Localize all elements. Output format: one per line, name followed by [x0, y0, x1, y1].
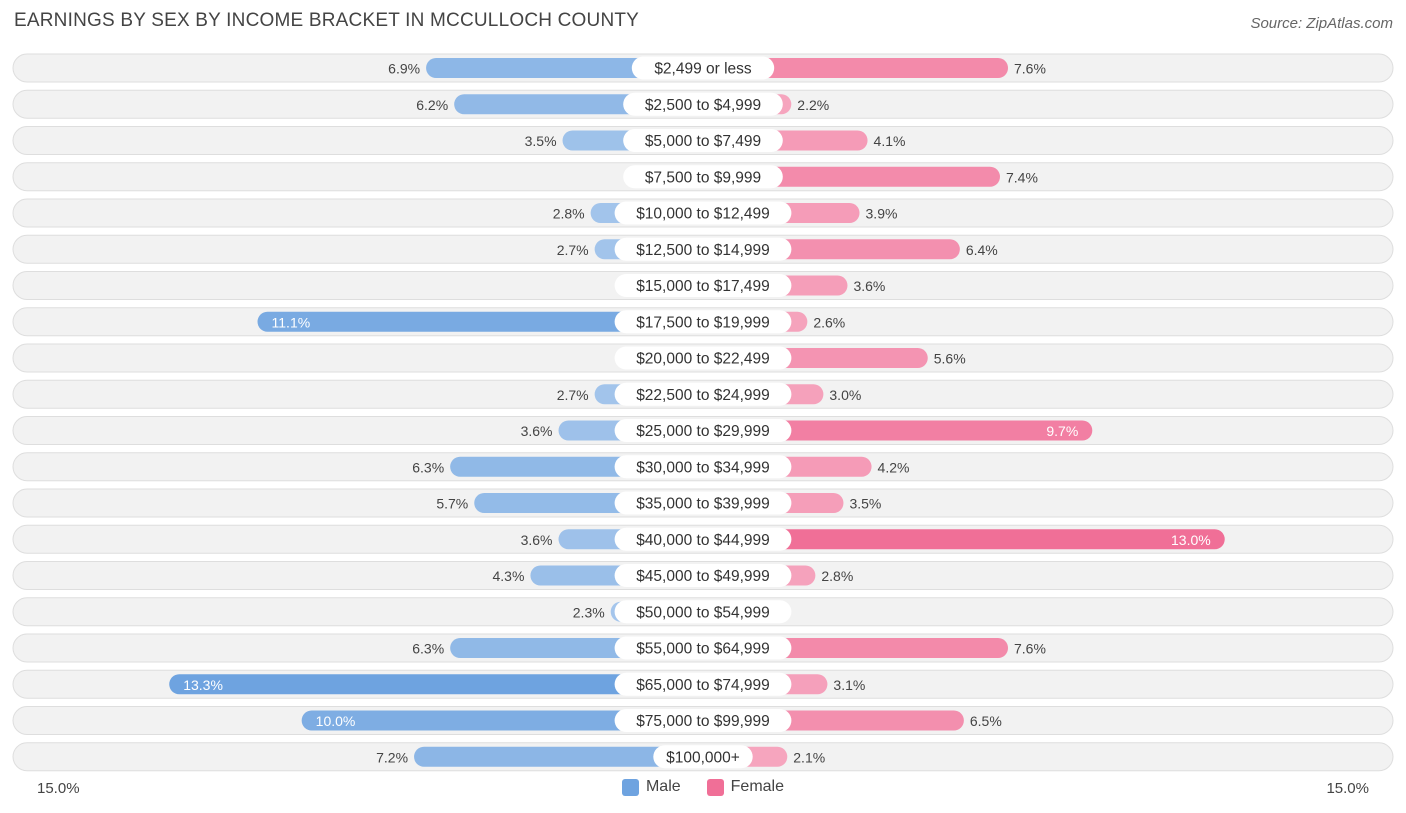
category-label: $2,499 or less: [654, 61, 752, 78]
category-label: $7,500 to $9,999: [645, 169, 761, 186]
legend-item-female: Female: [706, 778, 785, 796]
female-value-label: 2.2%: [797, 97, 829, 113]
chart-title: EARNINGS BY SEX BY INCOME BRACKET IN MCC…: [14, 10, 640, 31]
male-value-label: 5.7%: [436, 496, 468, 512]
category-label: $25,000 to $29,999: [636, 423, 770, 440]
male-value-label: 2.3%: [573, 604, 605, 620]
male-value-label: 2.7%: [557, 242, 589, 258]
male-value-label: 6.3%: [412, 641, 444, 657]
male-value-label: 6.9%: [388, 61, 420, 77]
category-label: $17,500 to $19,999: [636, 314, 770, 331]
female-value-label: 7.6%: [1014, 61, 1046, 77]
category-pill: [614, 709, 792, 732]
female-value-label: 7.4%: [1006, 169, 1038, 185]
male-value-label: 6.2%: [416, 97, 448, 113]
female-value-label: 4.1%: [874, 133, 906, 149]
category-pill: [631, 56, 775, 80]
male-value-label: 3.6%: [521, 423, 553, 439]
male-value-label: 7.2%: [376, 749, 408, 765]
male-value-label: 3.6%: [521, 532, 553, 548]
female-value-label: 2.1%: [793, 749, 825, 765]
category-pill: [614, 491, 792, 515]
category-pill: [623, 129, 783, 152]
female-value-label: 9.7%: [1046, 423, 1078, 439]
male-value-label: 11.1%: [272, 314, 311, 330]
category-pill: [614, 600, 792, 624]
female-value-label: 2.6%: [813, 314, 845, 330]
female-value-label: 13.0%: [1171, 532, 1211, 548]
category-pill: [614, 346, 792, 370]
female-value-label: 3.9%: [866, 206, 898, 222]
category-label: $65,000 to $74,999: [636, 677, 770, 694]
category-label: $5,000 to $7,499: [645, 133, 761, 150]
female-value-label: 3.6%: [853, 278, 885, 294]
category-pill: [623, 165, 783, 189]
male-value-label: 6.3%: [412, 459, 444, 475]
legend: Male Female: [0, 778, 1406, 796]
category-label: $55,000 to $64,999: [636, 641, 770, 658]
female-value-label: 3.1%: [833, 677, 865, 693]
category-pill: [614, 237, 792, 261]
category-label: $20,000 to $22,499: [636, 351, 770, 368]
category-pill: [623, 92, 783, 116]
category-label: $10,000 to $12,499: [636, 206, 770, 223]
female-value-label: 4.2%: [878, 459, 910, 475]
female-value-label: 6.5%: [970, 713, 1002, 729]
category-label: $2,500 to $4,999: [645, 97, 761, 114]
category-pill: [614, 419, 792, 442]
legend-swatch-female: [706, 778, 724, 796]
female-bar: [703, 58, 1009, 78]
male-value-label: 13.3%: [183, 677, 223, 693]
category-pill: [614, 274, 792, 297]
category-label: $15,000 to $17,499: [636, 278, 770, 295]
male-bar: [257, 311, 703, 332]
male-bar: [301, 710, 703, 731]
category-pill: [614, 201, 792, 225]
legend-label-male: Male: [645, 778, 681, 795]
category-label: $35,000 to $39,999: [636, 496, 770, 513]
category-pill: [614, 564, 792, 587]
category-label: $40,000 to $44,999: [636, 532, 770, 549]
axis-label-left: 15.0%: [37, 780, 80, 797]
female-bar: [703, 420, 1093, 441]
male-value-label: 2.7%: [557, 387, 589, 403]
male-value-label: 10.0%: [316, 713, 356, 729]
female-value-label: 5.6%: [934, 351, 966, 367]
category-label: $100,000+: [666, 749, 740, 766]
category-label: $30,000 to $34,999: [636, 459, 770, 476]
female-bar: [703, 529, 1225, 550]
category-pill: [614, 527, 792, 551]
category-pill: [614, 382, 792, 406]
female-value-label: 3.0%: [829, 387, 861, 403]
legend-item-male: Male: [621, 778, 681, 796]
category-label: $22,500 to $24,999: [636, 387, 770, 404]
female-value-label: 2.8%: [821, 568, 853, 584]
male-bar: [169, 674, 703, 695]
female-value-label: 7.6%: [1014, 641, 1046, 657]
male-value-label: 2.8%: [553, 206, 585, 222]
male-value-label: 3.5%: [525, 133, 557, 149]
male-value-label: 4.3%: [493, 568, 525, 584]
source-label: Source: ZipAtlas.com: [1250, 15, 1393, 32]
legend-label-female: Female: [730, 778, 785, 795]
category-pill: [653, 745, 753, 769]
male-bar: [414, 746, 703, 767]
category-pill: [614, 672, 792, 696]
axis-label-right: 15.0%: [1326, 780, 1369, 797]
female-value-label: 3.5%: [849, 496, 881, 512]
category-label: $12,500 to $14,999: [636, 242, 770, 259]
category-pill: [614, 455, 792, 479]
chart-area: 6.9% 7.6% $2,499 or less 6.2% 2.2% $2,500 to …: [12, 53, 1394, 772]
category-pill: [614, 310, 792, 334]
legend-swatch-male: [621, 778, 639, 796]
category-label: $50,000 to $54,999: [636, 604, 770, 621]
category-label: $75,000 to $99,999: [636, 713, 770, 730]
female-value-label: 6.4%: [966, 242, 998, 258]
category-label: $45,000 to $49,999: [636, 568, 770, 585]
category-pill: [614, 636, 792, 660]
